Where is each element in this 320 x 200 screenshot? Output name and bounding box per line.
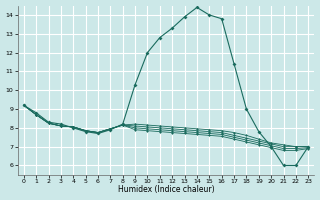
X-axis label: Humidex (Indice chaleur): Humidex (Indice chaleur) bbox=[118, 185, 214, 194]
